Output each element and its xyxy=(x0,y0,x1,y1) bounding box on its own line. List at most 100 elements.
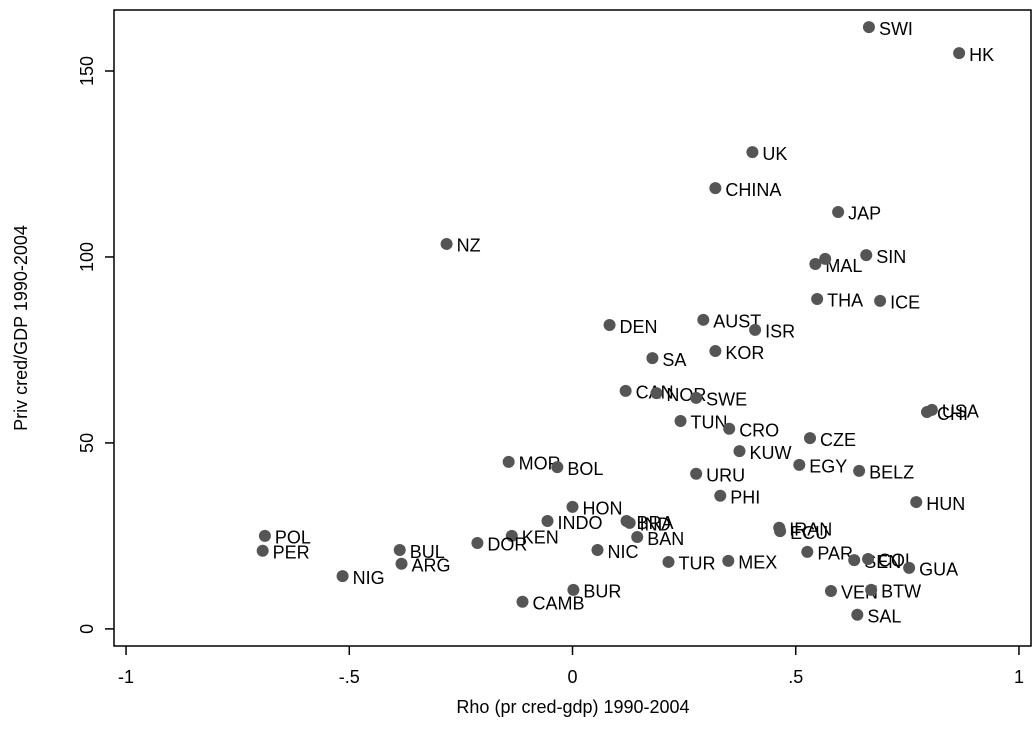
point xyxy=(746,146,759,159)
point xyxy=(336,570,349,583)
x-tick-label: 0 xyxy=(567,667,577,687)
point-label: HK xyxy=(969,45,994,65)
point xyxy=(566,500,579,513)
point-label: ISR xyxy=(765,322,795,342)
point xyxy=(749,323,762,336)
point-label: CRO xyxy=(739,421,779,441)
point xyxy=(853,464,866,477)
point-label: CAMB xyxy=(532,593,584,613)
point xyxy=(690,391,703,404)
point-label: DOR xyxy=(487,535,527,555)
point-label: SWE xyxy=(706,390,747,410)
x-axis-label: Rho (pr cred-gdp) 1990-2004 xyxy=(456,697,689,717)
point-label: KOR xyxy=(725,343,764,363)
point xyxy=(502,455,515,468)
point-label: EGY xyxy=(809,457,847,477)
point xyxy=(910,496,923,509)
point-label: BTW xyxy=(881,582,921,602)
point xyxy=(953,47,966,60)
point-label: MEX xyxy=(738,553,777,573)
point xyxy=(650,387,663,400)
point-label: PER xyxy=(273,543,310,563)
point-label: URU xyxy=(706,466,745,486)
point xyxy=(819,252,832,265)
point xyxy=(793,458,806,471)
point-label: MOR xyxy=(519,454,561,474)
point xyxy=(801,545,814,558)
point-label: INDO xyxy=(557,513,602,533)
x-tick-label: -1 xyxy=(118,667,134,687)
y-tick-label: 100 xyxy=(77,242,97,272)
point xyxy=(709,182,722,195)
point-label: TUR xyxy=(678,554,715,574)
point xyxy=(709,345,722,358)
point-label: BUR xyxy=(583,582,621,602)
point xyxy=(256,544,269,557)
point xyxy=(591,544,604,557)
point xyxy=(824,584,837,597)
point xyxy=(505,529,518,542)
point-label: DEN xyxy=(620,317,658,337)
point-label: KEN xyxy=(522,528,559,548)
point xyxy=(567,583,580,596)
point xyxy=(541,515,554,528)
point-label: ECU xyxy=(790,523,828,543)
point-label: ARG xyxy=(412,556,451,576)
point-label: TUN xyxy=(691,413,728,433)
point-label: SA xyxy=(662,350,686,370)
point xyxy=(551,461,564,474)
point xyxy=(804,432,817,445)
point xyxy=(903,561,916,574)
point xyxy=(690,467,703,480)
point xyxy=(631,531,644,544)
point xyxy=(865,583,878,596)
point-label: PHI xyxy=(730,487,760,507)
point xyxy=(714,489,727,502)
point xyxy=(860,249,873,262)
point-label: BUL xyxy=(410,542,445,562)
point-label: NIC xyxy=(608,542,639,562)
point-label: AUST xyxy=(713,312,761,332)
point xyxy=(851,608,864,621)
point xyxy=(674,414,687,427)
point xyxy=(723,422,736,435)
point xyxy=(440,237,453,250)
point-label: BELZ xyxy=(869,463,914,483)
point-label: UK xyxy=(762,144,787,164)
point-label: GUA xyxy=(919,560,958,580)
point xyxy=(662,555,675,568)
point-label: POL xyxy=(275,528,311,548)
point xyxy=(874,294,887,307)
point xyxy=(516,595,529,608)
point-label: SWI xyxy=(879,19,913,39)
y-axis-label: Priv cred/GDP 1990-2004 xyxy=(11,225,31,431)
point-label: BRA xyxy=(637,513,674,533)
point-label: NIG xyxy=(353,568,385,588)
point xyxy=(774,525,787,538)
point xyxy=(697,313,710,326)
x-tick-label: .5 xyxy=(788,667,803,687)
point-label: HUN xyxy=(926,494,965,514)
y-tick-label: 50 xyxy=(77,433,97,453)
point xyxy=(646,352,659,365)
point xyxy=(603,319,616,332)
point xyxy=(862,552,875,565)
point xyxy=(848,554,861,567)
point xyxy=(809,258,822,271)
point-label: PAR xyxy=(817,544,853,564)
point xyxy=(471,536,484,549)
point xyxy=(832,205,845,218)
point-label: IND xyxy=(640,515,671,535)
point xyxy=(862,21,875,34)
x-tick-label: 1 xyxy=(1014,667,1024,687)
point-label: BAN xyxy=(647,529,684,549)
point-label: SIN xyxy=(876,247,906,267)
point-label: MAL xyxy=(825,256,862,276)
x-tick-label: -.5 xyxy=(339,667,360,687)
point-label: USA xyxy=(942,402,979,422)
y-tick-label: 150 xyxy=(77,56,97,86)
point xyxy=(395,557,408,570)
point xyxy=(619,384,632,397)
point-label: SAL xyxy=(867,607,901,627)
point-label: CHI xyxy=(937,404,968,424)
